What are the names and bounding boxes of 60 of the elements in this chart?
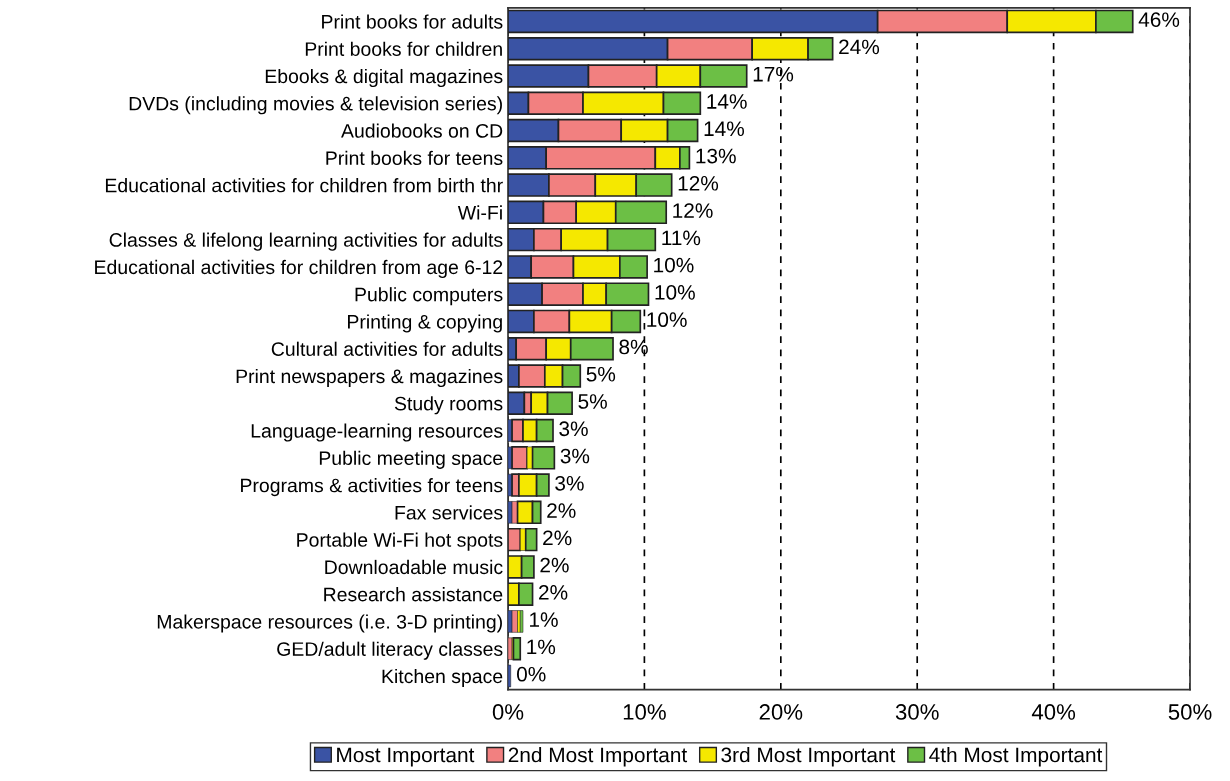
total-label: 13% — [696, 148, 736, 164]
y-tick-label: Print books for teens — [326, 150, 503, 166]
y-tick-label: Downloadable music — [325, 559, 503, 575]
x-tick-label: 0% — [492, 704, 524, 720]
y-tick-label: Kitchen space — [382, 668, 503, 688]
total-label: 2% — [547, 503, 576, 518]
y-tick-label: Printing & copying — [348, 314, 502, 333]
x-tick-label: 50% — [1168, 704, 1212, 720]
y-tick-label: Public meeting space — [319, 450, 503, 469]
y-tick-label: Educational activities for children from birth thr — [105, 178, 503, 193]
total-label: 10% — [654, 257, 694, 273]
y-tick-label: GED/adult literacy classes — [277, 641, 503, 660]
total-label: 1% — [530, 612, 558, 627]
x-tick-label: 30% — [895, 704, 939, 720]
y-tick-label: Educational activities for children from age 6-12 — [95, 259, 503, 278]
y-tick-label: Audiobooks on CD — [341, 123, 503, 138]
total-label: 14% — [707, 94, 747, 109]
legend-label: 3rd Most Important — [721, 747, 896, 767]
y-tick-label: Programs & activities for teens — [241, 478, 503, 497]
y-tick-label: Print books for children — [305, 41, 502, 56]
total-label: 10% — [647, 312, 687, 328]
y-tick-label: Ebooks & digital magazines — [265, 68, 503, 88]
x-tick-label: 40% — [1031, 704, 1076, 720]
total-label: 14% — [704, 121, 745, 137]
total-label: 12% — [673, 203, 713, 218]
total-label: 17% — [753, 66, 794, 82]
y-tick-label: Fax services — [395, 505, 503, 520]
y-tick-label: Cultural activities for adults — [271, 341, 503, 356]
total-label: 12% — [678, 175, 719, 191]
y-tick-label: Language-learning resources — [251, 423, 503, 442]
y-tick-label: Classes & lifelong learning activities for adults — [109, 232, 503, 251]
y-tick-label: Makerspace resources (i.e. 3-D printing) — [157, 614, 502, 633]
y-tick-label: Public computers — [355, 287, 503, 306]
total-label: 46% — [1138, 12, 1180, 28]
total-label: 5% — [586, 366, 616, 382]
total-label: 3% — [560, 448, 590, 464]
total-label: 3% — [555, 475, 584, 491]
x-tick-label: 10% — [623, 704, 666, 720]
total-label: 10% — [655, 285, 695, 300]
total-label: 2% — [540, 557, 569, 573]
total-label: 3% — [559, 421, 588, 437]
total-label: 8% — [619, 339, 648, 355]
total-label: 5% — [578, 394, 607, 409]
y-tick-label: Print books for adults — [322, 14, 503, 29]
total-label: 24% — [839, 39, 880, 55]
y-tick-label: Print newspapers & magazines — [236, 368, 503, 388]
y-tick-label: Research assistance — [324, 587, 503, 602]
total-label: 2% — [543, 530, 572, 546]
legend-label: 4th Most Important — [929, 747, 1103, 767]
y-tick-label: DVDs (including movies & television series) — [129, 96, 502, 115]
total-label: 11% — [662, 230, 701, 246]
y-tick-label: Portable Wi-Fi hot spots — [297, 532, 503, 551]
x-tick-label: 20% — [759, 704, 803, 720]
total-label: 2% — [539, 585, 568, 600]
legend-label: Most Important — [337, 747, 475, 767]
legend-label: 2nd Most Important — [508, 747, 688, 767]
y-tick-label: Wi-Fi — [457, 205, 502, 220]
total-label: 0% — [516, 666, 546, 682]
total-label: 1% — [527, 639, 556, 655]
y-tick-label: Study rooms — [394, 396, 503, 415]
